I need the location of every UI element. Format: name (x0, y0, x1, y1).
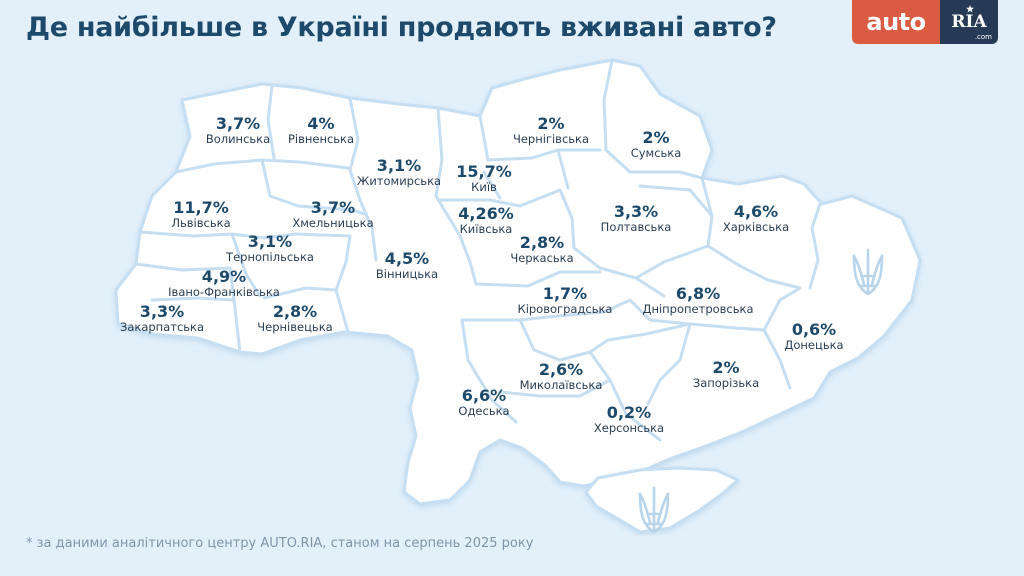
region-name: Запорізька (692, 376, 760, 391)
region-odeska: 6,6% Одеська (458, 386, 510, 419)
region-name: Кіровоградська (517, 302, 613, 317)
logo-ria-block: ★ RIA .com (940, 0, 998, 44)
region-percent: 2% (712, 358, 740, 377)
region-name: Вінницька (375, 267, 439, 282)
region-cherkaska: 2,8% Черкаська (510, 233, 574, 266)
ukraine-mainland (114, 58, 922, 506)
region-percent: 0,6% (791, 320, 837, 339)
region-ivano-frankivska: 4,9% Івано-Франківська (168, 267, 280, 300)
region-rivnenska: 4% Рівненська (287, 114, 355, 147)
region-name: Львівська (171, 216, 231, 231)
star-icon: ★ (966, 5, 975, 15)
region-chernivetska: 2,8% Чернівецька (257, 302, 333, 335)
region-percent: 2% (537, 114, 565, 133)
region-kyiv: 15,7% Київ (456, 162, 512, 195)
region-percent: 2% (642, 128, 670, 147)
region-volynska: 3,7% Волинська (205, 114, 271, 147)
region-percent: 2,8% (272, 302, 318, 321)
region-kharkivska: 4,6% Харківська (722, 202, 790, 235)
logo-ria-text: RIA (951, 12, 987, 32)
region-name: Івано-Франківська (168, 285, 280, 300)
region-name: Закарпатська (119, 320, 205, 335)
region-percent: 4,6% (733, 202, 779, 221)
region-name: Тернопільська (226, 250, 314, 265)
region-name: Черкаська (510, 251, 574, 266)
region-zakarpatska: 3,3% Закарпатська (119, 302, 205, 335)
region-vinnytska: 4,5% Вінницька (375, 249, 439, 282)
region-name: Волинська (205, 132, 271, 147)
region-ternopilska: 3,1% Тернопільська (226, 232, 314, 265)
region-khmelnytska: 3,7% Хмельницька (292, 198, 374, 231)
region-dnipropetrovska: 6,8% Дніпропетровська (642, 284, 754, 317)
region-name: Донецька (784, 338, 844, 353)
region-percent: 15,7% (456, 162, 512, 181)
region-zaporizka: 2% Запорізька (692, 358, 760, 391)
region-lvivska: 11,7% Львівська (171, 198, 231, 231)
region-percent: 4,5% (384, 249, 430, 268)
region-khersonska: 0,2% Херсонська (593, 403, 665, 436)
region-name: Чернівецька (257, 320, 333, 335)
region-chernihivska: 2% Чернігівська (512, 114, 590, 147)
region-percent: 6,8% (675, 284, 721, 303)
region-name: Житомирська (356, 174, 442, 189)
region-percent: 4,26% (458, 204, 514, 223)
region-name: Миколаївська (519, 378, 603, 393)
region-percent: 6,6% (461, 386, 507, 405)
auto-ria-logo: auto ★ RIA .com (852, 0, 998, 44)
region-zhytomyrska: 3,1% Житомирська (356, 156, 442, 189)
page-title: Де найбільше в Україні продають вживані … (26, 12, 777, 43)
region-poltavska: 3,3% Полтавська (600, 202, 672, 235)
logo-auto-text: auto (852, 0, 940, 44)
region-percent: 3,3% (139, 302, 185, 321)
region-name: Київ (471, 180, 497, 195)
crimea (584, 466, 740, 534)
region-name: Одеська (458, 404, 510, 419)
logo-com-text: .com (974, 33, 992, 41)
region-name: Сумська (630, 146, 682, 161)
region-percent: 3,1% (247, 232, 293, 251)
region-percent: 3,3% (613, 202, 659, 221)
source-footnote: * за даними аналітичного центру AUTO.RIA… (26, 536, 534, 551)
region-name: Київська (459, 222, 513, 237)
region-name: Дніпропетровська (642, 302, 754, 317)
region-percent: 11,7% (173, 198, 229, 217)
region-percent: 3,7% (215, 114, 261, 133)
region-name: Рівненська (287, 132, 355, 147)
region-percent: 2,8% (519, 233, 565, 252)
region-sumska: 2% Сумська (630, 128, 682, 161)
region-name: Харківська (722, 220, 790, 235)
region-kyivska: 4,26% Київська (458, 204, 514, 237)
region-percent: 0,2% (606, 403, 652, 422)
region-name: Хмельницька (292, 216, 374, 231)
region-name: Херсонська (593, 421, 665, 436)
region-percent: 3,1% (376, 156, 422, 175)
region-percent: 4% (307, 114, 335, 133)
region-percent: 4,9% (201, 267, 247, 286)
region-percent: 1,7% (542, 284, 588, 303)
region-kirovohradska: 1,7% Кіровоградська (517, 284, 613, 317)
region-mykolaivska: 2,6% Миколаївська (519, 360, 603, 393)
region-donetska: 0,6% Донецька (784, 320, 844, 353)
oblast-borders (134, 58, 822, 442)
region-percent: 3,7% (310, 198, 356, 217)
region-name: Полтавська (600, 220, 672, 235)
region-percent: 2,6% (538, 360, 584, 379)
region-name: Чернігівська (512, 132, 590, 147)
